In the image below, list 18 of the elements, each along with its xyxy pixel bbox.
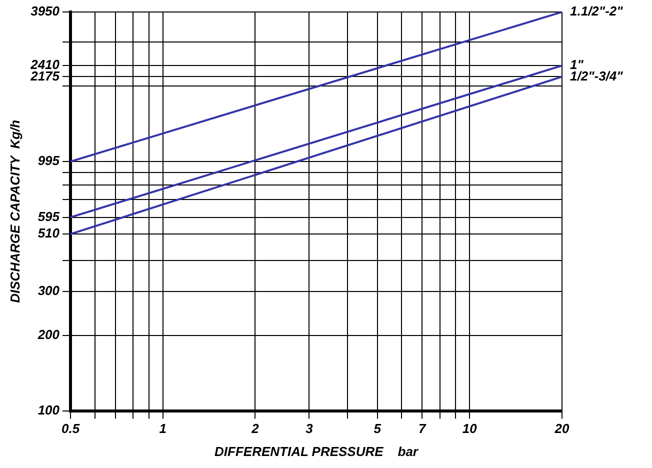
y-tick-label: 200 xyxy=(36,327,60,342)
x-tick-label: 0.5 xyxy=(61,421,80,436)
y-tick-label: 595 xyxy=(38,208,60,224)
x-axis-title: DIFFERENTIAL PRESSURE bar xyxy=(214,444,419,459)
y-tick-label: 300 xyxy=(38,283,60,298)
y-tick-label: 3950 xyxy=(30,4,60,19)
y-axis-title: DISCHARGE CAPACITY Kg/h xyxy=(7,120,22,303)
x-tick-label: 7 xyxy=(418,421,427,436)
x-tick-label: 3 xyxy=(306,421,314,436)
x-tick-label: 10 xyxy=(462,421,478,436)
y-tick-label: 100 xyxy=(38,402,60,418)
x-tick-label: 20 xyxy=(554,421,570,436)
x-tick-label: 5 xyxy=(374,421,382,436)
y-tick-label: 510 xyxy=(38,226,60,241)
y-tick-label: 995 xyxy=(38,153,60,168)
series-label: 1.1/2"-2" xyxy=(570,4,624,19)
x-tick-label: 1 xyxy=(159,421,166,436)
x-tick-label: 2 xyxy=(250,421,260,436)
